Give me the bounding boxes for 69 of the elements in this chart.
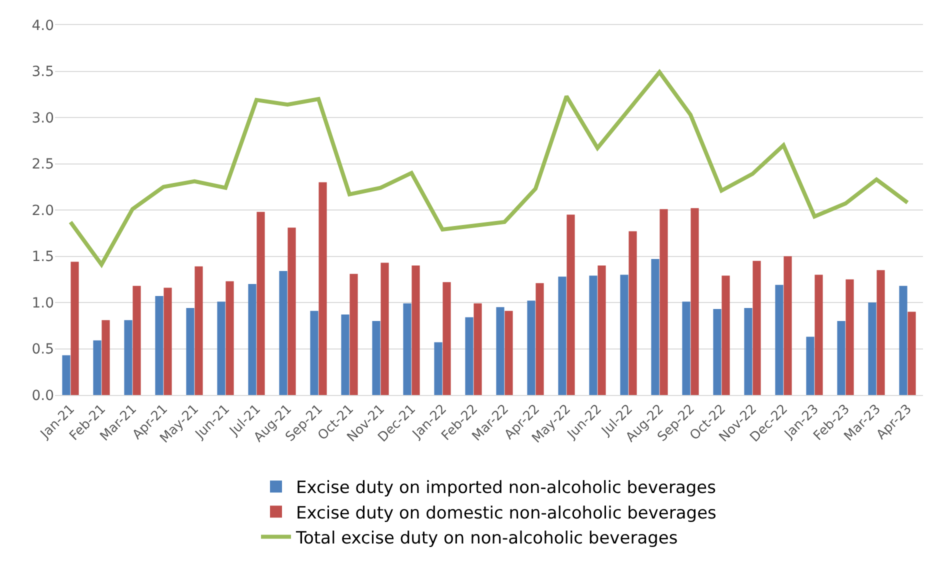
bar [558,276,566,395]
bar [155,296,164,395]
bar [744,308,752,395]
bar [279,271,288,395]
bar [682,302,690,395]
bar [899,286,908,395]
bar [690,208,699,395]
bar [868,302,876,395]
y-tick-label: 2.0 [32,202,54,219]
bar [784,256,792,395]
bar [806,336,814,395]
bar [372,321,380,395]
bar [132,286,141,395]
y-tick-label: 2.5 [32,156,54,173]
bar [102,320,110,395]
bar [876,270,885,395]
y-tick-label: 1.5 [32,249,54,266]
bar [124,320,132,395]
bar [350,274,358,395]
bar [465,317,474,395]
bar [288,228,296,395]
bar [496,307,504,395]
y-tick-label: 3.5 [32,64,54,80]
bar [194,266,203,395]
bar [620,274,628,395]
bar [164,288,172,395]
bar [722,276,730,395]
bar [846,279,854,395]
bar [256,212,265,395]
bar [318,182,327,395]
bar [504,310,513,395]
bar [837,321,846,395]
bar [434,342,442,395]
line-series [68,70,910,267]
y-tick-label: 0.0 [32,388,54,404]
y-tick-label: 4.0 [32,18,54,34]
bar [226,281,234,395]
bar [566,214,575,395]
bar [775,284,784,395]
bar [217,302,226,395]
bar [713,308,722,395]
bar [651,259,660,395]
y-tick-label: 0.5 [32,342,54,358]
bar [442,282,451,395]
bar [752,260,761,395]
bar [536,283,544,395]
y-tick-label: 1.0 [32,295,54,312]
bar [598,266,606,395]
bar [589,276,598,395]
legend-label: Total excise duty on non-alcoholic beverages [295,528,678,548]
bar [474,303,482,395]
bar [310,310,318,395]
bar [186,308,194,395]
bar [248,284,256,395]
legend-label: Excise duty on imported non-alcoholic beverages [296,478,716,498]
bar [814,274,823,395]
bar [628,231,637,395]
bar [908,312,916,395]
bar [70,262,79,395]
bar [412,266,420,395]
legend-label: Excise duty on domestic non-alcoholic beverages [296,503,717,524]
bar [93,340,102,395]
bar [660,209,668,395]
bar [62,355,70,395]
bar [341,314,350,395]
bar [403,303,412,395]
bar [527,300,536,395]
y-tick-label: 3.0 [32,110,54,126]
bar [380,262,389,395]
